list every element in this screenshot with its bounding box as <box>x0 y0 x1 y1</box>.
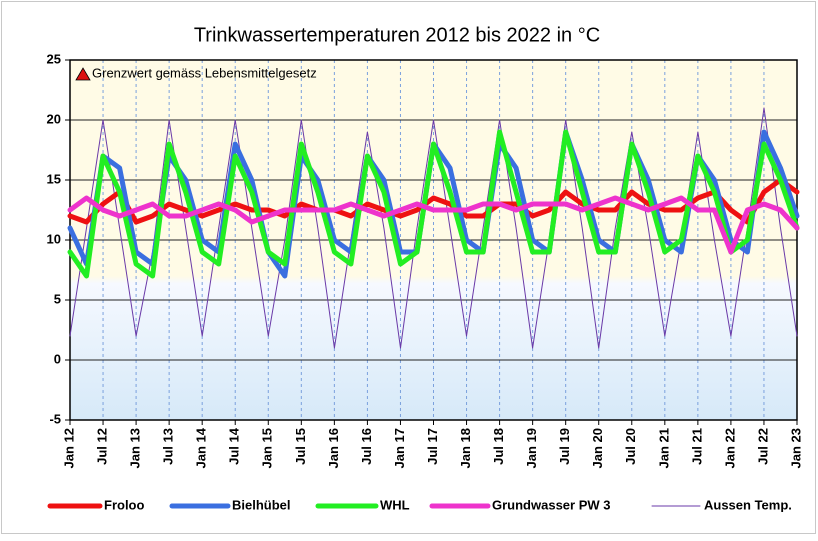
x-tick-label: Jan 13 <box>128 428 143 468</box>
legend-label: Grundwasser PW 3 <box>492 497 610 512</box>
x-tick-label: Jan 20 <box>590 428 605 468</box>
x-tick-label: Jan 14 <box>194 427 209 468</box>
annotation-marker <box>75 67 91 81</box>
x-tick-label: Jan 18 <box>458 428 473 468</box>
legend-label: Froloo <box>104 497 144 512</box>
x-tick-label: Jan 12 <box>61 428 76 468</box>
x-tick-label: Jul 17 <box>425 428 440 465</box>
x-tick-label: Jan 15 <box>260 428 275 468</box>
series-line <box>67 195 800 255</box>
y-tick-label: -5 <box>49 411 61 426</box>
y-tick-label: 10 <box>47 231 61 246</box>
x-tick-label: Jul 20 <box>623 428 638 465</box>
y-tick-label: 5 <box>54 291 61 306</box>
y-tick-label: 20 <box>47 111 61 126</box>
x-tick-label: Jan 21 <box>656 428 671 468</box>
legend-label: Bielhübel <box>232 497 291 512</box>
y-tick-label: 15 <box>47 171 61 186</box>
series-line <box>69 107 798 349</box>
annotation: Grenzwert gemäss Lebensmittelgesetz <box>92 65 317 80</box>
y-tick-label: 25 <box>47 51 61 66</box>
x-tick-label: Jan 19 <box>524 428 539 468</box>
y-tick-label: 0 <box>54 351 61 366</box>
x-tick-label: Jul 19 <box>557 428 572 465</box>
x-tick-label: Jul 14 <box>227 427 242 465</box>
x-tick-label: Jul 15 <box>293 428 308 465</box>
plot-border <box>69 59 798 421</box>
legend-label: Aussen Temp. <box>704 497 792 512</box>
x-tick-label: Jan 16 <box>326 428 341 468</box>
x-tick-label: Jul 18 <box>491 428 506 465</box>
x-tick-label: Jul 12 <box>94 428 109 465</box>
x-tick-label: Jul 21 <box>689 428 704 465</box>
legend-label: WHL <box>380 497 410 512</box>
x-tick-label: Jan 23 <box>788 428 803 468</box>
x-tick-label: Jul 22 <box>755 428 770 465</box>
x-tick-label: Jul 16 <box>359 428 374 465</box>
x-tick-label: Jan 22 <box>722 428 737 468</box>
chart-title: Trinkwassertemperaturen 2012 bis 2022 in… <box>194 24 600 46</box>
x-tick-label: Jul 13 <box>161 428 176 465</box>
x-tick-label: Jan 17 <box>392 428 407 468</box>
